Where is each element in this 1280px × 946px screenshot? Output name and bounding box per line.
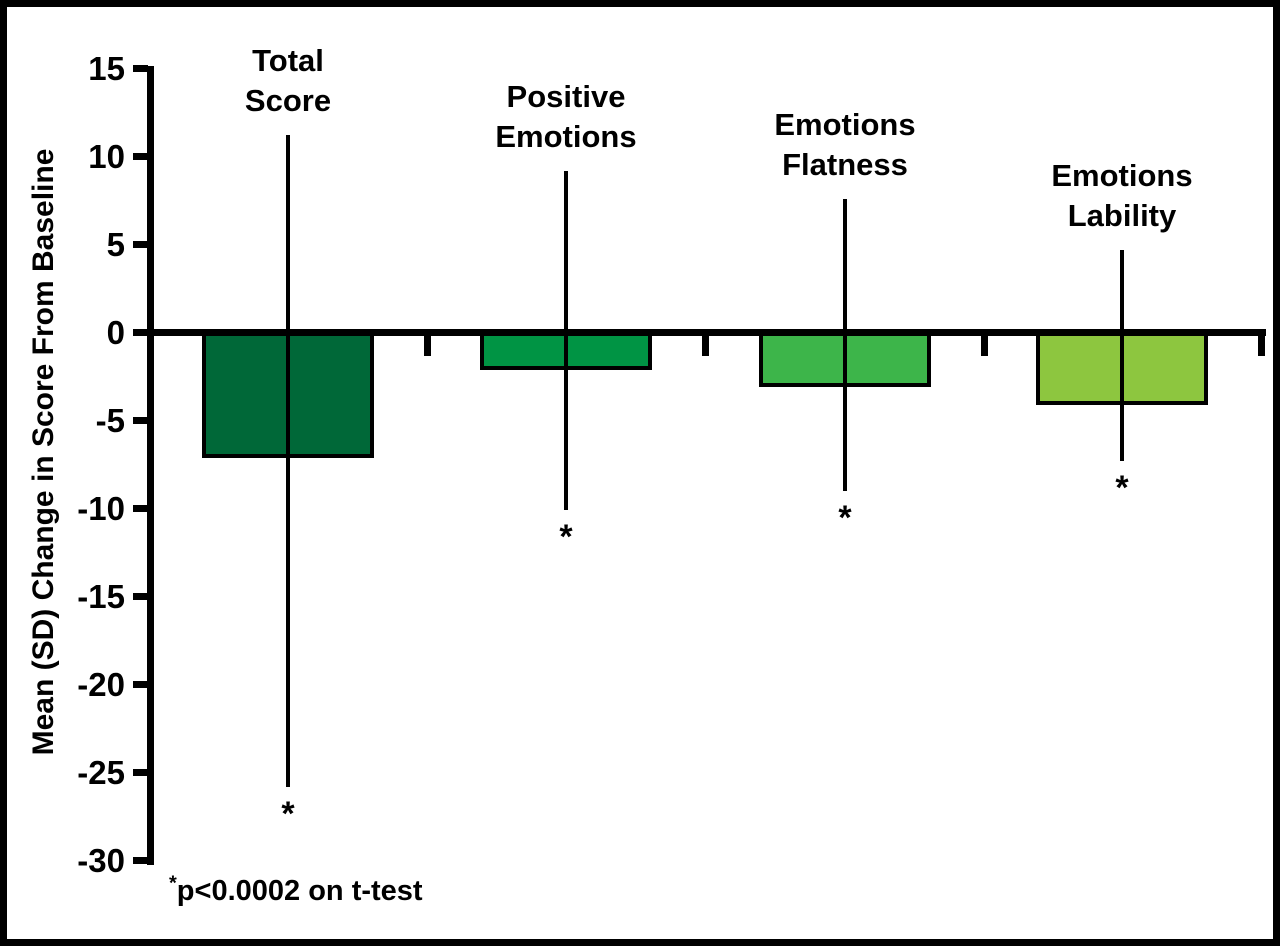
footnote-text: p<0.0002 on t-test — [176, 875, 423, 907]
y-axis-tick — [133, 65, 148, 72]
y-axis-tick — [133, 329, 148, 336]
category-label-line: Positive — [506, 78, 626, 114]
y-axis-tick-label: -15 — [77, 577, 125, 615]
y-axis-tick — [133, 681, 148, 688]
category-label: Total Score — [128, 41, 448, 121]
y-axis-tick-label: 15 — [88, 49, 125, 87]
y-axis-tick — [133, 769, 148, 776]
significance-asterisk: * — [838, 498, 852, 537]
y-axis-tick — [133, 857, 148, 864]
y-axis-tick-label: -25 — [77, 753, 125, 791]
category-label-line: Emotions — [495, 118, 637, 154]
category-label: Emotions Flatness — [685, 105, 1005, 185]
category-label-line: Total — [252, 43, 324, 79]
error-bar — [843, 198, 847, 491]
x-axis-boundary-tick — [1258, 335, 1265, 356]
category-label: Positive Emotions — [406, 77, 726, 157]
significance-asterisk: * — [559, 518, 573, 557]
category-label-line: Emotions — [1051, 157, 1193, 193]
category-label-line: Emotions — [774, 106, 916, 142]
y-axis-tick-label: -20 — [77, 665, 125, 703]
y-axis-tick-label: -5 — [95, 401, 125, 439]
x-axis-boundary-tick — [981, 335, 988, 356]
y-axis-tick — [133, 241, 148, 248]
y-axis-tick — [133, 593, 148, 600]
category-label-line: Score — [244, 83, 332, 119]
footnote-asterisk: * — [169, 872, 177, 895]
y-axis-spine — [147, 66, 154, 865]
x-axis-boundary-tick — [424, 335, 431, 356]
y-axis-tick — [133, 417, 148, 424]
category-label-line: Lability — [1067, 197, 1177, 233]
y-axis-tick-label: 0 — [106, 313, 125, 351]
y-axis-tick — [133, 505, 148, 512]
significance-asterisk: * — [281, 794, 295, 833]
significance-footnote: *p<0.0002 on t-test — [169, 872, 423, 908]
error-bar — [1120, 249, 1124, 461]
y-axis-tick-label: -10 — [77, 489, 125, 527]
y-axis-tick-label: -30 — [77, 841, 125, 879]
x-axis-zero-line — [147, 329, 1266, 336]
x-axis-boundary-tick — [702, 335, 709, 356]
error-bar — [564, 170, 568, 511]
y-axis-tick — [133, 153, 148, 160]
y-axis-tick-label: 10 — [88, 137, 125, 175]
category-label-line: Flatness — [782, 146, 908, 182]
y-axis-tick-label: 5 — [106, 225, 125, 263]
category-label: Emotions Lability — [962, 156, 1273, 236]
significance-asterisk: * — [1115, 468, 1129, 507]
error-bar — [286, 135, 290, 787]
